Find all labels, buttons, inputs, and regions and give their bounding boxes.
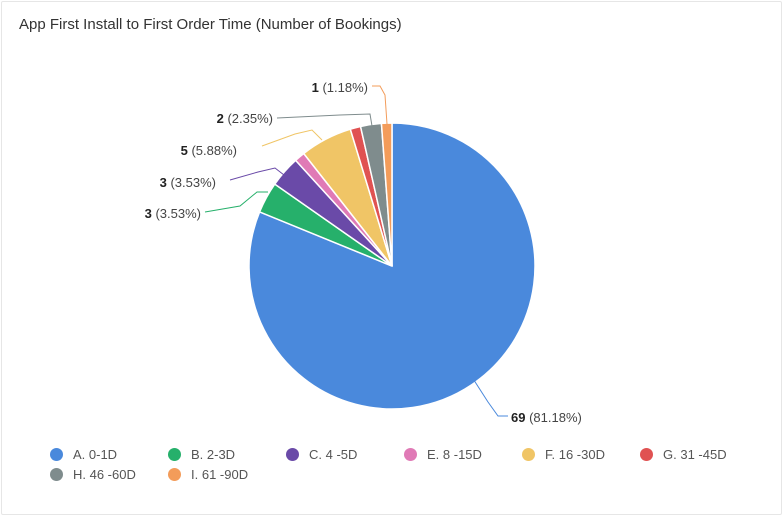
legend-label: H. 46 -60D [73, 467, 136, 482]
legend-label: I. 61 -90D [191, 467, 249, 482]
legend-item-3[interactable]: C. 4 -5D [286, 446, 404, 463]
data-label-5: 5 (5.88%) [181, 143, 237, 158]
leader-line-3 [229, 167, 285, 181]
leader-line-8 [372, 85, 388, 125]
data-label-7: 2 (2.35%) [217, 111, 273, 126]
legend-label: F. 16 -30D [545, 447, 605, 462]
data-label-value: 3 [160, 175, 171, 190]
chart-title: App First Install to First Order Time (N… [19, 16, 402, 33]
legend-swatch-icon [640, 448, 653, 461]
legend-label: A. 0-1D [73, 447, 118, 462]
data-label-value: 5 [181, 143, 192, 158]
data-label-3: 3 (3.53%) [160, 175, 216, 190]
legend-item-1[interactable]: A. 0-1D [50, 446, 168, 463]
data-label-value: 69 [511, 410, 529, 425]
legend-label: E. 8 -15D [427, 447, 482, 462]
data-label-percent: (81.18%) [529, 410, 582, 425]
legend-item-4[interactable]: E. 8 -15D [404, 446, 522, 463]
legend-item-2[interactable]: B. 2-3D [168, 446, 286, 463]
data-label-percent: (3.53%) [155, 206, 201, 221]
legend-label: G. 31 -45D [663, 447, 727, 462]
legend-label: B. 2-3D [191, 447, 236, 462]
data-label-value: 3 [145, 206, 156, 221]
leader-line-2 [204, 191, 268, 213]
legend-swatch-icon [404, 448, 417, 461]
data-label-percent: (2.35%) [227, 111, 273, 126]
leader-line-7 [276, 113, 373, 127]
legend-item-8[interactable]: I. 61 -90D [168, 466, 286, 483]
legend-swatch-icon [50, 448, 63, 461]
legend-swatch-icon [168, 448, 181, 461]
leader-line-1 [469, 373, 508, 417]
data-label-1: 69 (81.18%) [511, 410, 582, 425]
data-label-percent: (5.88%) [191, 143, 237, 158]
legend-item-7[interactable]: H. 46 -60D [50, 466, 168, 483]
data-label-2: 3 (3.53%) [145, 206, 201, 221]
legend-label: C. 4 -5D [309, 447, 358, 462]
legend-swatch-icon [50, 468, 63, 481]
leader-line-5 [261, 129, 323, 147]
legend-item-5[interactable]: F. 16 -30D [522, 446, 640, 463]
legend-swatch-icon [168, 468, 181, 481]
data-label-value: 2 [217, 111, 228, 126]
chart-legend: A. 0-1D B. 2-3D C. 4 -5D E. 8 -15D F. 16 -30… [50, 446, 770, 483]
data-label-8: 1 (1.18%) [312, 80, 368, 95]
legend-swatch-icon [286, 448, 299, 461]
data-label-percent: (1.18%) [322, 80, 368, 95]
data-label-percent: (3.53%) [170, 175, 216, 190]
data-label-value: 1 [312, 80, 323, 95]
legend-swatch-icon [522, 448, 535, 461]
legend-item-6[interactable]: G. 31 -45D [640, 446, 758, 463]
